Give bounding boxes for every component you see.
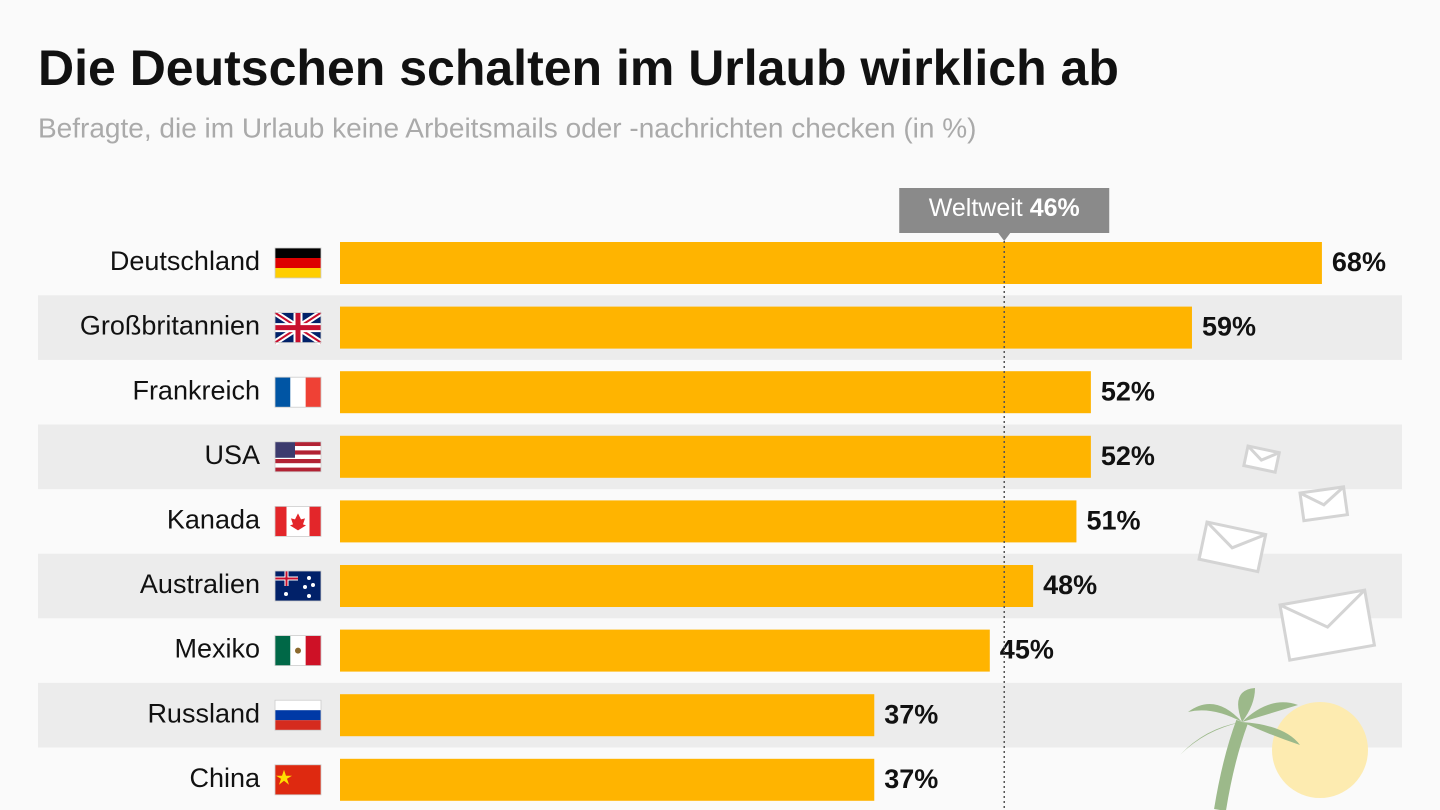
category-label: Mexiko [174, 634, 260, 664]
chart-title: Die Deutschen schalten im Urlaub wirklic… [38, 40, 1119, 96]
flag-part [275, 506, 287, 537]
flag-border [274, 505, 322, 537]
flag-border [274, 247, 322, 279]
flag-part [275, 441, 321, 447]
flag [274, 247, 322, 279]
reference-callout [899, 188, 1110, 241]
flag-part [307, 576, 311, 580]
reference-name: Weltweit [929, 194, 1023, 222]
flag-part [275, 450, 321, 455]
flag-part [290, 513, 306, 531]
bar [340, 565, 1034, 607]
bar [340, 758, 875, 801]
value-label: 59% [1202, 312, 1256, 342]
decoration [1180, 444, 1377, 810]
category-label: Deutschland [110, 246, 260, 276]
value-label: 68% [1332, 247, 1386, 277]
flag-part [275, 467, 321, 472]
value-label: 48% [1043, 570, 1097, 600]
flag-border [274, 376, 322, 408]
flag-part [295, 647, 301, 654]
flag-border [274, 764, 322, 796]
flag [274, 699, 322, 731]
flag-part [275, 463, 321, 468]
flag-border [274, 312, 322, 344]
bar [340, 629, 990, 672]
category-label: Australien [140, 569, 260, 599]
bar [340, 242, 1322, 284]
bar [340, 371, 1091, 414]
flag-part [284, 592, 288, 596]
flag [274, 570, 322, 602]
reference-value: 46% [1030, 194, 1080, 222]
flag-part [275, 441, 295, 458]
flag-border [274, 635, 322, 666]
flag-part [275, 312, 321, 343]
flag-part [276, 769, 292, 785]
flag-part [305, 377, 322, 408]
bar [340, 500, 1077, 543]
flag [274, 635, 322, 666]
bar [340, 306, 1192, 349]
flag-part [275, 710, 321, 721]
flag-part [303, 585, 307, 589]
flag-part [275, 268, 321, 278]
flag-part [305, 635, 322, 666]
flag-part [275, 571, 298, 586]
category-label: USA [204, 440, 260, 470]
flag-part [307, 594, 311, 598]
category-label: Frankreich [132, 375, 260, 405]
flag-part [275, 377, 291, 408]
flag-part [309, 506, 321, 537]
value-label: 45% [1000, 635, 1054, 665]
flag-border [274, 570, 322, 602]
value-label: 37% [884, 764, 938, 794]
category-label: Russland [147, 698, 260, 728]
flag-part [275, 446, 321, 451]
chart-subtitle: Befragte, die im Urlaub keine Arbeitsmai… [38, 112, 976, 143]
category-label: Kanada [167, 505, 261, 535]
flag-part [275, 720, 321, 731]
flag [274, 764, 322, 796]
flag-border [274, 441, 322, 473]
value-label: 52% [1101, 376, 1155, 406]
bar [340, 435, 1091, 478]
value-label: 51% [1086, 506, 1140, 536]
flag-part [275, 635, 291, 666]
flag-part [275, 700, 321, 711]
value-label: 37% [884, 699, 938, 729]
flag-part [275, 459, 321, 464]
value-label: 52% [1101, 441, 1155, 471]
flag [273, 310, 323, 346]
reference-label: Weltweit 46% [929, 194, 1080, 222]
flag-border [274, 699, 322, 731]
category-label: Großbritannien [80, 311, 260, 341]
flag-part [290, 377, 306, 408]
flag-part [275, 248, 321, 258]
flag-part [275, 454, 321, 459]
category-label: China [189, 763, 261, 793]
bar [340, 694, 875, 737]
flag-part [311, 583, 315, 587]
flag [274, 376, 322, 408]
flag [274, 505, 322, 537]
flag-part [275, 258, 321, 268]
flag [274, 441, 322, 473]
